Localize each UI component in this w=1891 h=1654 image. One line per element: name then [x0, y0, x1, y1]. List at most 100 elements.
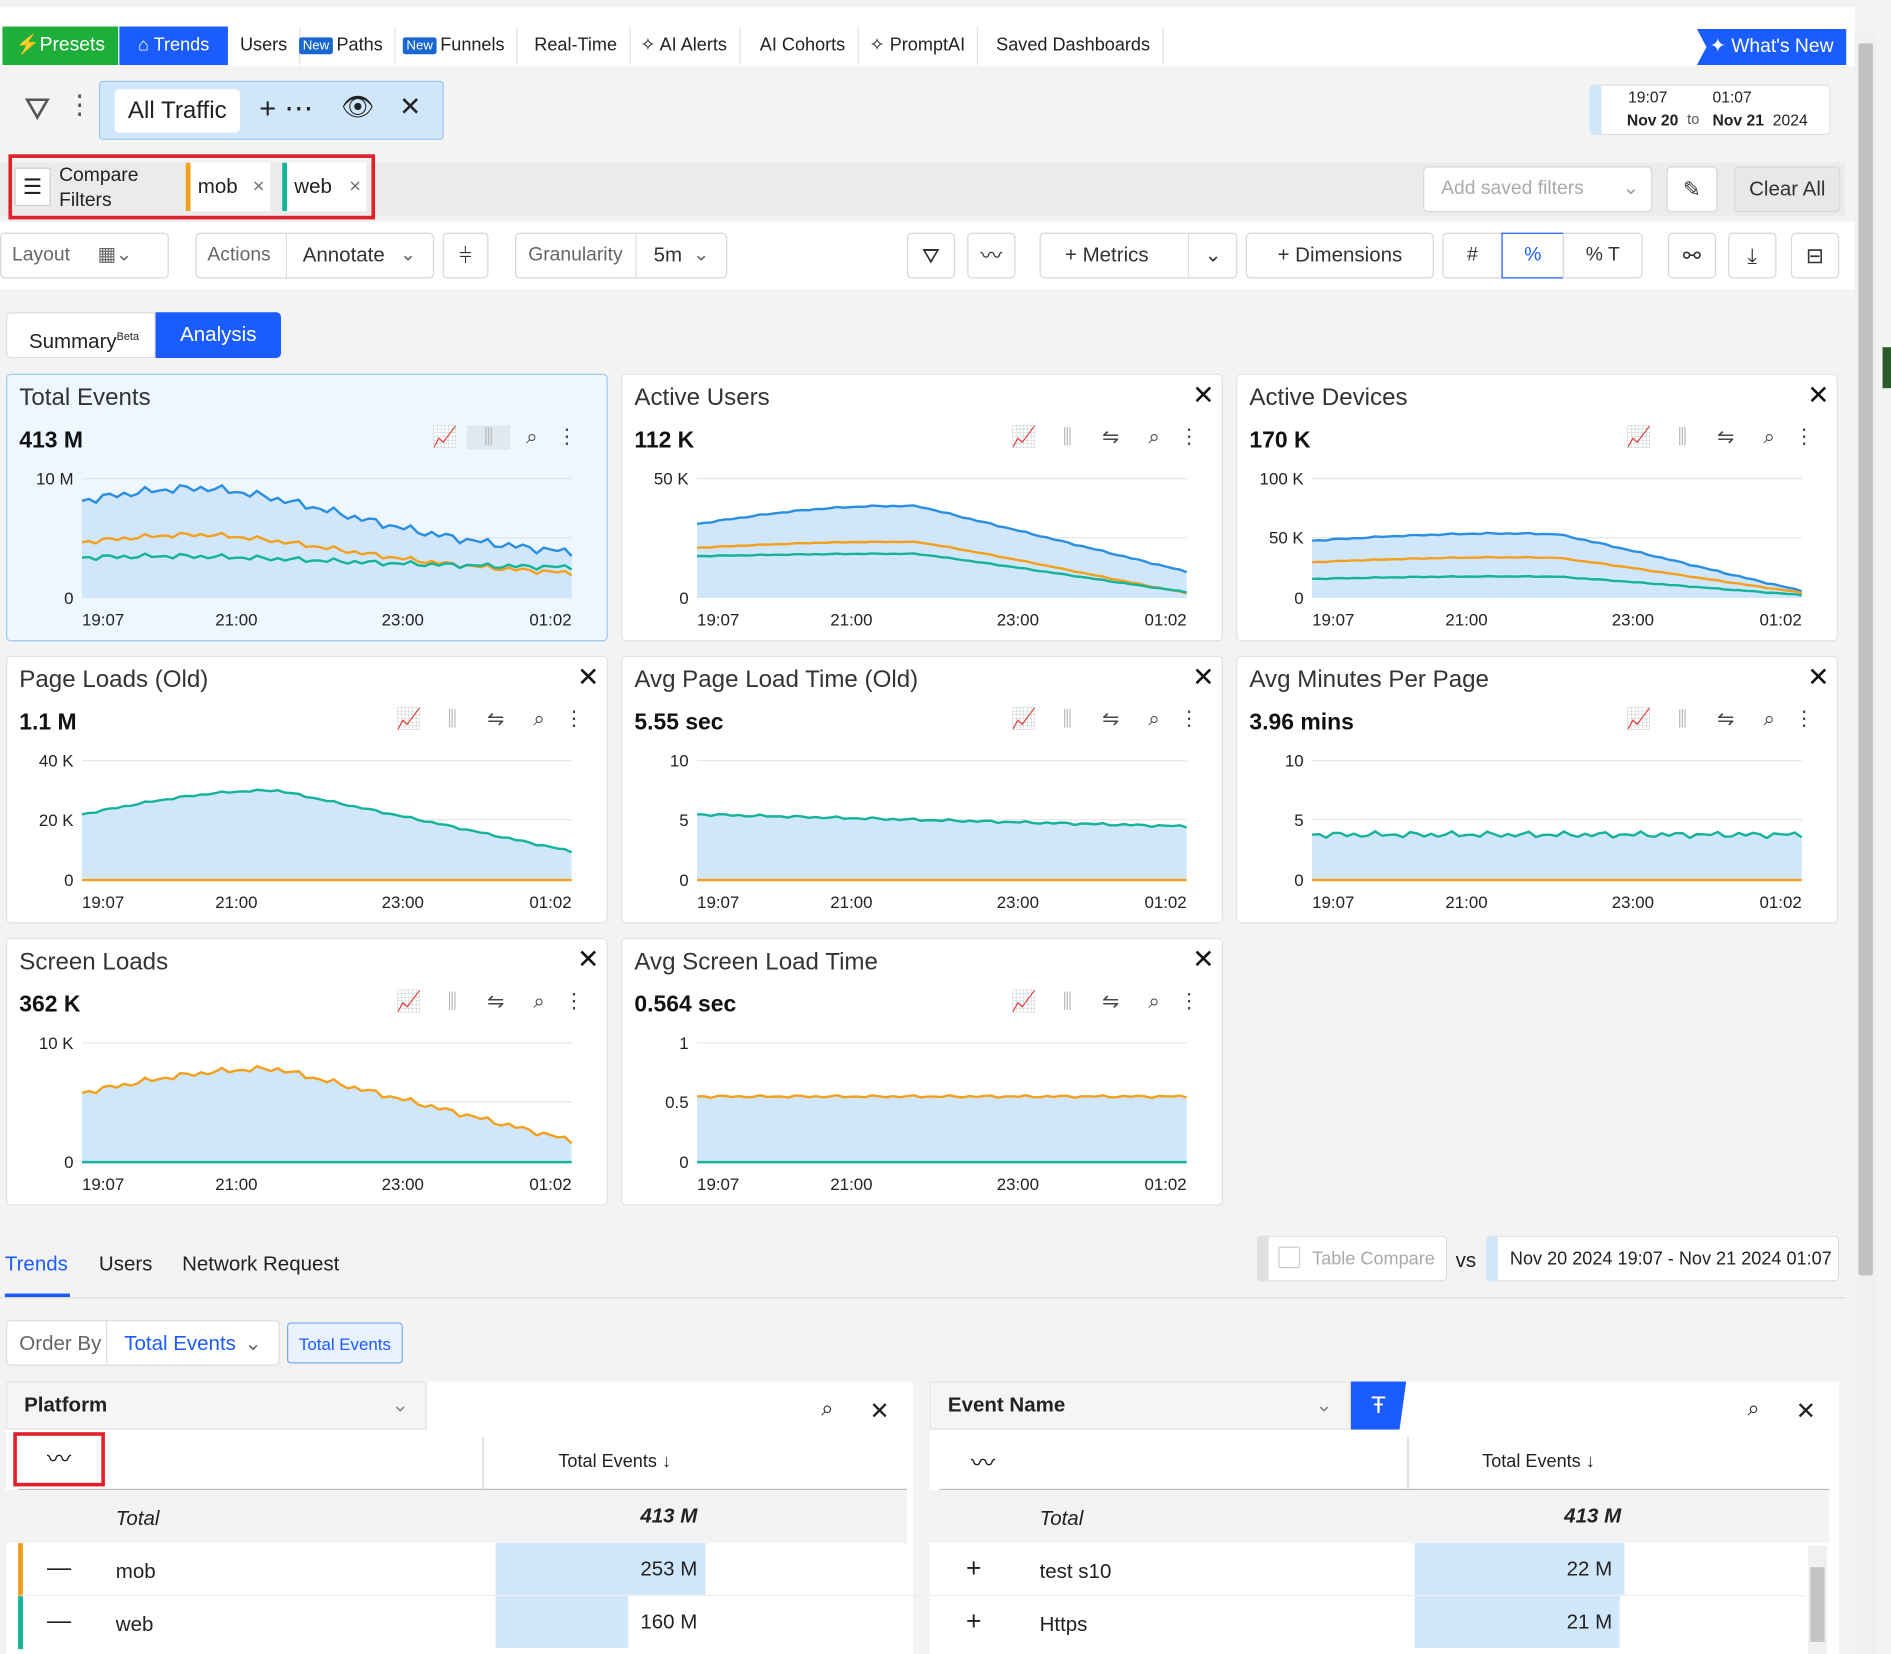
line-chart-icon[interactable]: 📈 [1626, 425, 1652, 449]
avg-page-load-time-card[interactable]: Avg Page Load Time (Old) 5.55 sec ✕ 📈 ⫼ ⇋ ⌕… [621, 655, 1223, 924]
compare-chip-web[interactable]: web ✕ [282, 162, 367, 211]
swap-icon[interactable]: ⇋ [1102, 989, 1120, 1013]
saved-dashboards-tab[interactable]: Saved Dashboards [984, 26, 1164, 66]
kebab-icon[interactable]: ⋮ [563, 707, 585, 731]
swap-icon[interactable]: ⇋ [1102, 425, 1120, 449]
bar-chart-icon[interactable]: ⫼ [1677, 425, 1688, 449]
search-icon[interactable]: ⌕ [821, 1396, 834, 1421]
order-chip[interactable]: Total Events [287, 1322, 403, 1364]
bar-chart-icon[interactable]: ⫼ [1062, 707, 1073, 731]
whats-new-button[interactable]: ✦ What's New [1696, 28, 1847, 66]
kebab-icon[interactable]: ⋮ [1793, 707, 1815, 731]
analysis-tab[interactable]: Analysis [155, 312, 281, 359]
table-date-range[interactable]: Nov 20 2024 19:07 - Nov 21 2024 01:07 [1485, 1235, 1840, 1282]
summary-tab[interactable]: SummaryBeta [6, 312, 156, 359]
all-traffic-chip[interactable]: All Traffic [114, 89, 240, 133]
column-header[interactable]: Total Events ↓ [558, 1451, 672, 1472]
kebab-icon[interactable]: ⋮ [1178, 707, 1200, 731]
swap-icon[interactable]: ⇋ [487, 989, 505, 1013]
compare-icon[interactable]: ☰ [14, 167, 51, 207]
granularity-select[interactable]: Granularity 5m ⌄ [514, 232, 728, 279]
filter-chart-icon[interactable]: ⛛ [906, 232, 956, 279]
bar-chart-icon[interactable]: ⫼ [447, 707, 457, 731]
page-loads-card[interactable]: Page Loads (Old) 1.1 M ✕ 📈 ⫼ ⇋ ⌕ ⋮ 40 K 20 K… [6, 655, 608, 924]
close-icon[interactable]: ✕ [869, 1398, 890, 1425]
zoom-icon[interactable]: ⌕ [1763, 425, 1775, 449]
bar-chart-icon[interactable]: ⫼ [447, 989, 457, 1013]
bar-chart-icon[interactable]: ⫼ [466, 425, 511, 450]
kebab-icon[interactable]: ⋮ [1178, 425, 1200, 449]
funnels-tab[interactable]: New Funnels [391, 26, 518, 66]
ai-alerts-tab[interactable]: ✧ AI Alerts [628, 26, 741, 66]
trends-tab[interactable]: ⌂ Trends [119, 26, 228, 66]
zoom-icon[interactable]: ⌕ [1763, 707, 1775, 731]
column-header[interactable]: Total Events ↓ [1482, 1451, 1595, 1472]
zoom-icon[interactable]: ⌕ [533, 989, 545, 1013]
close-icon[interactable]: ✕ [1807, 379, 1830, 410]
close-icon[interactable]: ✕ [1807, 661, 1830, 692]
line-chart-icon[interactable]: 📈 [432, 425, 458, 449]
close-icon[interactable]: ✕ [1795, 1398, 1816, 1425]
ai-cohorts-tab[interactable]: AI Cohorts [748, 26, 859, 66]
table-row[interactable]: + test s10 22 M [929, 1543, 1806, 1597]
filter-icon[interactable]: ⛛ [24, 90, 51, 127]
download-icon[interactable]: ⤓ [1728, 232, 1777, 279]
line-chart-icon[interactable]: 📈 [396, 707, 422, 731]
realtime-tab[interactable]: Real-Time [522, 26, 631, 66]
line-chart-icon[interactable]: 📈 [1011, 707, 1037, 731]
edit-icon[interactable]: ✎ [1666, 166, 1718, 213]
close-icon[interactable]: ✕ [399, 91, 422, 122]
kebab-icon[interactable]: ⋮ [1793, 425, 1815, 449]
dimension-select[interactable]: Event Name ⌄ [929, 1381, 1351, 1430]
search-icon[interactable]: ⌕ [1747, 1396, 1760, 1421]
saved-filters-select[interactable]: Add saved filters ⌄ [1423, 166, 1653, 213]
line-chart-icon[interactable]: 📈 [1011, 425, 1037, 449]
swap-icon[interactable]: ⇋ [1102, 707, 1120, 731]
line-chart-icon[interactable]: 📈 [1626, 707, 1652, 731]
swap-icon[interactable]: ⇋ [1717, 707, 1735, 731]
table-row[interactable]: — mob 253 M [18, 1543, 919, 1597]
bottom-tab-trends[interactable]: Trends [4, 1252, 68, 1276]
scrollbar[interactable] [1807, 1545, 1828, 1654]
table-row[interactable]: + Https 21 M [930, 1596, 1806, 1649]
close-icon[interactable]: ✕ [577, 661, 600, 692]
bottom-tab-network[interactable]: Network Request [182, 1252, 340, 1276]
actions-select[interactable]: Actions Annotate ⌄ [195, 232, 435, 279]
add-segment-icon[interactable]: + ⋯ [259, 92, 314, 126]
close-icon[interactable]: ✕ [1192, 661, 1215, 692]
close-icon[interactable]: ✕ [1192, 379, 1215, 410]
active-devices-card[interactable]: Active Devices 170 K ✕ 📈 ⫼ ⇋ ⌕ ⋮ 100 K 50 K … [1236, 373, 1838, 642]
layout-select[interactable]: Layout ▦⌄ [0, 232, 169, 279]
trend-toggle-icon[interactable]: 〰 [970, 1450, 995, 1477]
paths-tab[interactable]: New Paths [287, 26, 397, 66]
line-chart-icon[interactable]: 📈 [1011, 989, 1037, 1013]
compare-chip-mob[interactable]: mob ✕ [185, 162, 271, 211]
split-icon[interactable]: ⫩ [442, 232, 489, 279]
bar-chart-icon[interactable]: ⫼ [1062, 425, 1073, 449]
trend-toggle-icon[interactable]: 〰 [13, 1432, 105, 1487]
bar-chart-icon[interactable]: ⫼ [1062, 989, 1073, 1013]
dimensions-button[interactable]: + Dimensions [1245, 232, 1434, 279]
kebab-icon[interactable]: ⋮ [563, 989, 585, 1013]
eye-icon[interactable]: 👁 [341, 91, 375, 122]
bottom-tab-users[interactable]: Users [98, 1252, 153, 1276]
bar-chart-icon[interactable]: ⫼ [1677, 707, 1688, 731]
page-scrollbar[interactable] [1854, 33, 1877, 1654]
close-icon[interactable]: ✕ [1192, 943, 1215, 975]
kebab-icon[interactable]: ⋮ [66, 89, 93, 120]
zoom-icon[interactable]: ⌕ [1148, 425, 1160, 449]
screen-loads-card[interactable]: Screen Loads 362 K ✕ 📈 ⫼ ⇋ ⌕ ⋮ 10 K 0 19:07 … [6, 937, 608, 1206]
order-by-select[interactable]: Order By Total Events ⌄ [6, 1320, 280, 1366]
share-icon[interactable]: ⚯ [1667, 232, 1717, 279]
count-toggle[interactable]: # [1442, 232, 1503, 279]
zoom-icon[interactable]: ⌕ [1148, 707, 1160, 731]
text-tool-icon[interactable]: Ŧ [1350, 1381, 1407, 1430]
percent-toggle[interactable]: % [1501, 232, 1565, 279]
swap-icon[interactable]: ⇋ [487, 707, 505, 731]
zoom-icon[interactable]: ⌕ [1148, 989, 1160, 1013]
avg-minutes-per-page-card[interactable]: Avg Minutes Per Page 3.96 mins ✕ 📈 ⫼ ⇋ ⌕ ⋮ 1… [1236, 655, 1838, 924]
close-icon[interactable]: ✕ [577, 943, 600, 975]
table-compare-toggle[interactable]: Table Compare [1256, 1235, 1448, 1282]
zoom-icon[interactable]: ⌕ [526, 425, 538, 449]
avg-screen-load-time-card[interactable]: Avg Screen Load Time 0.564 sec ✕ 📈 ⫼ ⇋ ⌕ ⋮ 1… [621, 937, 1223, 1206]
